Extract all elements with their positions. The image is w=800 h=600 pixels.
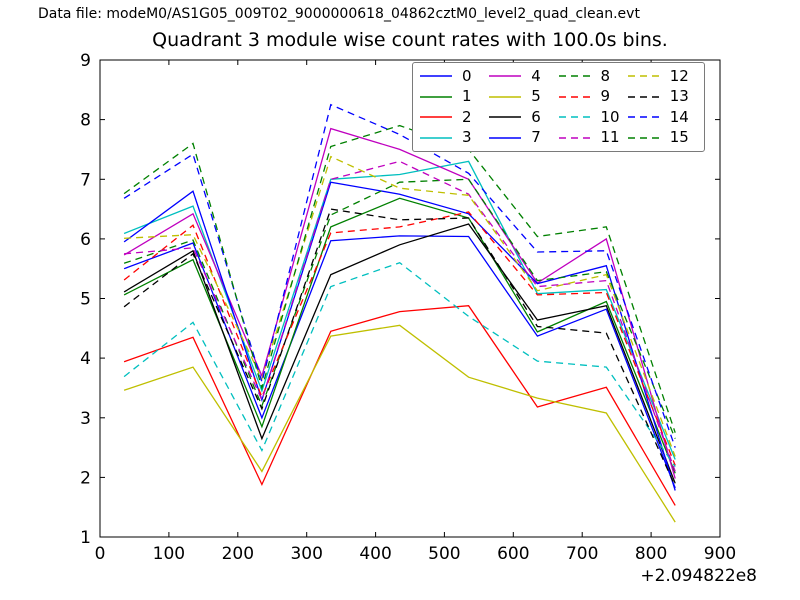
legend-item-10: 10 [558,107,627,128]
series-line-11 [124,160,676,472]
legend-label-1: 1 [462,87,472,106]
legend-line-sample-10 [558,116,591,119]
legend-label-4: 4 [531,66,541,85]
x-tick-label: 200 [222,544,254,564]
legend: 0 1 2 3 4 5 6 7 8 9 10 11 12 13 14 15 [412,62,705,152]
legend-line-sample-15 [627,136,660,139]
legend-label-5: 5 [531,87,541,106]
legend-line-sample-12 [627,75,660,78]
x-tick-label: 0 [95,544,106,564]
legend-item-4: 4 [488,66,557,87]
legend-item-2: 2 [419,107,488,128]
legend-label-3: 3 [462,128,472,147]
legend-label-0: 0 [462,66,472,85]
legend-label-2: 2 [462,107,472,126]
x-tick-label: 700 [566,544,598,564]
legend-item-15: 15 [627,128,696,149]
y-tick-label: 6 [80,230,91,250]
legend-item-11: 11 [558,128,627,149]
legend-line-sample-6 [489,116,522,119]
legend-label-6: 6 [531,107,541,126]
series-line-8 [123,178,676,439]
y-tick-label: 9 [80,51,91,71]
series-line-3 [123,160,676,460]
y-tick-label: 2 [80,468,91,488]
series-line-2 [123,305,676,506]
legend-item-13: 13 [627,87,696,108]
legend-line-sample-9 [558,95,591,98]
data-file-label: Data file: modeM0/AS1G05_009T02_90000006… [38,6,640,22]
series-line-10 [123,261,676,467]
series-line-12 [124,155,676,457]
legend-line-sample-1 [420,95,452,98]
legend-item-1: 1 [419,87,488,108]
legend-label-9: 9 [600,87,611,106]
legend-item-5: 5 [488,87,557,108]
x-tick-label: 100 [153,544,185,564]
x-tick-label: 400 [359,544,391,564]
x-tick-label: 500 [428,544,460,564]
series-line-9 [123,211,676,466]
series-line-4 [123,127,676,479]
legend-line-sample-11 [558,136,591,139]
legend-line-sample-8 [558,75,591,78]
legend-column-3: 12 13 14 15 [627,66,696,148]
legend-label-14: 14 [669,107,689,126]
legend-item-9: 9 [558,87,627,108]
series-line-6 [123,223,676,484]
series-line-1 [123,197,676,474]
legend-item-8: 8 [558,66,627,87]
legend-item-7: 7 [488,128,557,149]
legend-line-sample-2 [420,116,452,119]
legend-line-sample-5 [489,95,522,98]
y-tick-label: 8 [80,111,91,131]
legend-column-2: 8 9 10 11 [558,66,627,148]
legend-line-sample-13 [627,95,660,98]
x-tick-label: 300 [290,544,322,564]
legend-item-14: 14 [627,107,696,128]
series-line-0 [123,235,676,489]
y-tick-label: 3 [80,409,91,429]
y-tick-label: 1 [80,528,91,548]
legend-label-10: 10 [600,107,620,126]
series-line-7 [123,181,676,491]
x-tick-label: 900 [704,544,736,564]
y-tick-label: 4 [80,349,91,369]
legend-label-8: 8 [600,66,611,85]
legend-item-0: 0 [419,66,488,87]
series-line-15 [123,124,676,433]
legend-line-sample-0 [420,75,452,78]
series-line-13 [123,208,676,487]
x-tick-label: 800 [635,544,667,564]
legend-item-6: 6 [488,107,557,128]
legend-item-12: 12 [627,66,696,87]
x-axis-offset-label: +2.094822e8 [640,566,757,586]
y-tick-label: 5 [80,290,91,310]
legend-item-3: 3 [419,128,488,149]
legend-label-13: 13 [669,87,689,106]
y-tick-label: 7 [80,170,91,190]
legend-label-7: 7 [531,128,541,147]
legend-label-15: 15 [669,128,689,147]
x-tick-label: 600 [497,544,529,564]
legend-line-sample-3 [420,136,452,139]
legend-line-sample-14 [627,116,660,119]
legend-label-12: 12 [669,66,689,85]
series-line-5 [123,324,676,523]
series-line-14 [123,103,676,448]
legend-line-sample-7 [489,136,522,139]
legend-line-sample-4 [489,75,522,78]
legend-label-11: 11 [600,128,620,147]
chart-title: Quadrant 3 module wise count rates with … [152,29,668,51]
